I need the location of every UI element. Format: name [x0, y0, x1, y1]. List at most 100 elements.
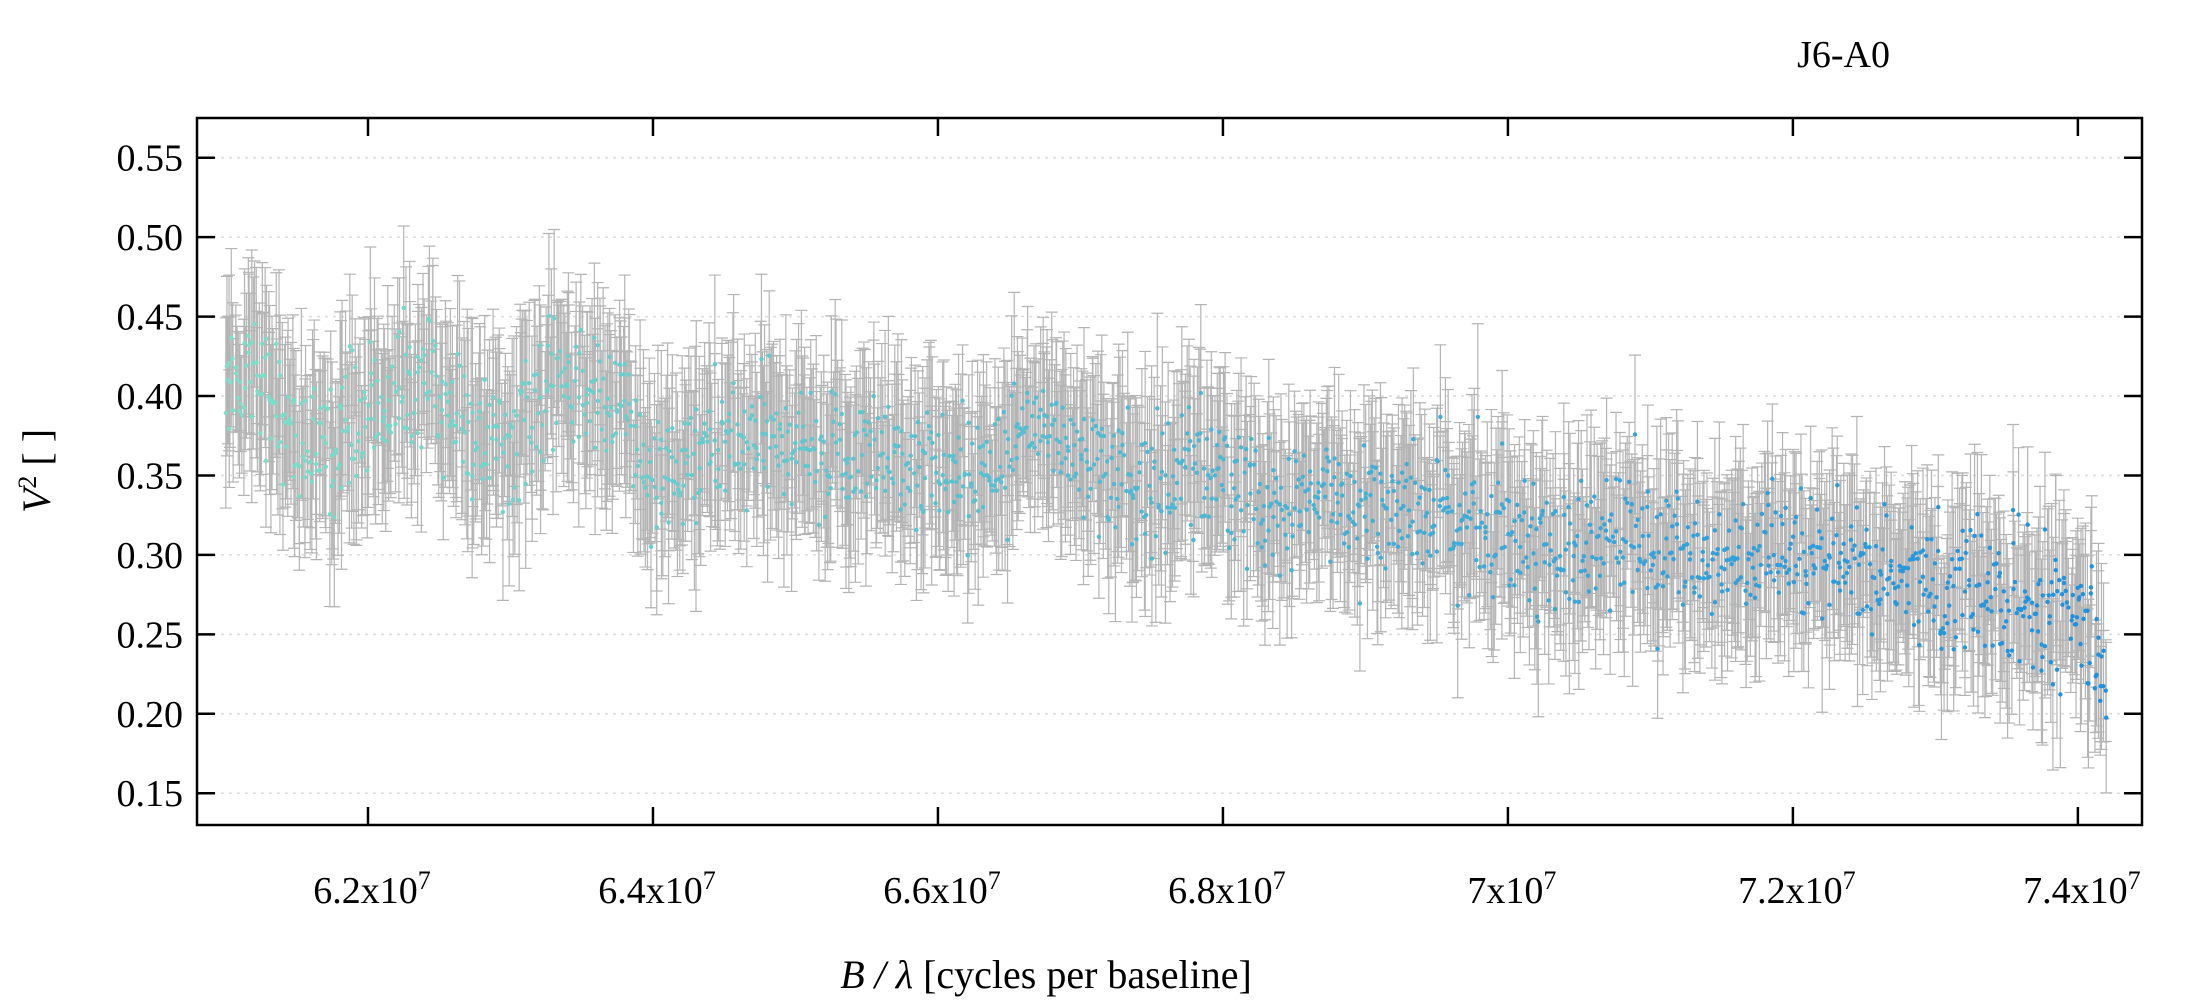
data-point: [744, 440, 749, 445]
data-point: [947, 453, 952, 459]
data-point: [1518, 570, 1523, 576]
data-point: [1222, 435, 1228, 440]
data-point: [1090, 418, 1096, 423]
data-point: [519, 389, 524, 394]
data-point: [921, 509, 926, 514]
data-point: [1292, 449, 1297, 454]
data-point: [1836, 580, 1841, 586]
data-point: [1985, 606, 1990, 612]
data-point: [2022, 605, 2027, 610]
data-point: [329, 453, 335, 458]
data-point: [709, 452, 715, 458]
data-point: [1241, 529, 1246, 534]
data-point: [1748, 592, 1753, 598]
data-point: [1806, 600, 1811, 606]
data-point: [1884, 513, 1889, 518]
data-point: [1346, 545, 1351, 550]
data-point: [223, 410, 229, 416]
data-point: [1630, 589, 1635, 595]
data-point: [793, 440, 798, 446]
data-point: [1139, 442, 1145, 447]
data-point: [978, 471, 984, 476]
data-point: [1192, 461, 1198, 466]
y-tick-label: 0.35: [117, 455, 184, 497]
data-point: [430, 348, 436, 354]
data-point: [1763, 530, 1768, 535]
data-point: [1576, 496, 1581, 502]
data-point: [1415, 501, 1421, 506]
data-point: [984, 439, 989, 445]
data-point: [629, 409, 634, 414]
data-point: [1831, 541, 1836, 546]
data-point: [1620, 555, 1626, 560]
data-point: [1194, 470, 1200, 476]
data-point: [1165, 505, 1170, 510]
data-point: [1355, 536, 1360, 541]
data-point: [584, 400, 590, 406]
data-point: [542, 409, 548, 414]
data-point: [1202, 513, 1207, 518]
data-point: [1216, 465, 1221, 471]
data-point: [1065, 473, 1071, 478]
data-point: [1929, 537, 1934, 542]
data-point: [1596, 533, 1601, 539]
data-point: [1563, 590, 1569, 595]
data-point: [1561, 568, 1566, 573]
data-point: [1399, 470, 1405, 475]
data-point: [1314, 510, 1320, 516]
data-point: [1811, 571, 1816, 576]
data-point: [631, 484, 636, 489]
data-point: [1823, 566, 1829, 572]
data-point: [1705, 563, 1711, 568]
data-point: [705, 439, 710, 444]
data-point: [908, 453, 913, 458]
data-point: [1784, 570, 1790, 575]
data-point: [1671, 556, 1676, 562]
data-point: [1662, 556, 1668, 561]
data-point: [1365, 556, 1370, 561]
data-point: [1788, 541, 1793, 547]
data-point: [824, 468, 829, 473]
x-tick-label: 7x107: [1467, 866, 1556, 913]
data-point: [1391, 541, 1397, 547]
data-point: [1362, 514, 1368, 519]
data-point: [500, 509, 506, 515]
data-point: [1489, 562, 1494, 567]
data-point: [546, 313, 552, 319]
data-point: [872, 437, 877, 442]
data-point: [416, 365, 422, 370]
data-point: [595, 410, 600, 416]
data-point: [475, 445, 480, 450]
data-point: [473, 440, 478, 446]
data-point: [1534, 526, 1539, 532]
data-point: [246, 343, 252, 348]
data-point: [397, 329, 402, 335]
data-point: [321, 404, 327, 409]
data-point: [227, 426, 232, 431]
data-point: [1658, 512, 1663, 517]
data-point: [239, 412, 244, 418]
data-point: [1068, 477, 1073, 482]
data-point: [521, 381, 527, 386]
data-point: [2012, 579, 2018, 585]
data-point: [1233, 497, 1238, 502]
data-point: [1390, 479, 1395, 484]
data-point: [1457, 502, 1462, 508]
data-point: [1321, 481, 1327, 487]
data-point: [1095, 456, 1100, 462]
data-point: [708, 459, 713, 465]
data-point: [1076, 487, 1082, 492]
data-point: [763, 431, 769, 437]
data-point: [1038, 438, 1043, 444]
data-point: [310, 417, 316, 422]
data-point: [1803, 569, 1808, 574]
data-point: [1072, 443, 1077, 448]
data-point: [867, 442, 872, 448]
data-point: [349, 348, 355, 353]
data-point: [1083, 447, 1089, 453]
data-point: [869, 474, 874, 479]
data-point: [340, 428, 346, 434]
data-point: [1592, 494, 1597, 499]
data-point: [1768, 570, 1773, 575]
data-point: [1590, 554, 1595, 560]
